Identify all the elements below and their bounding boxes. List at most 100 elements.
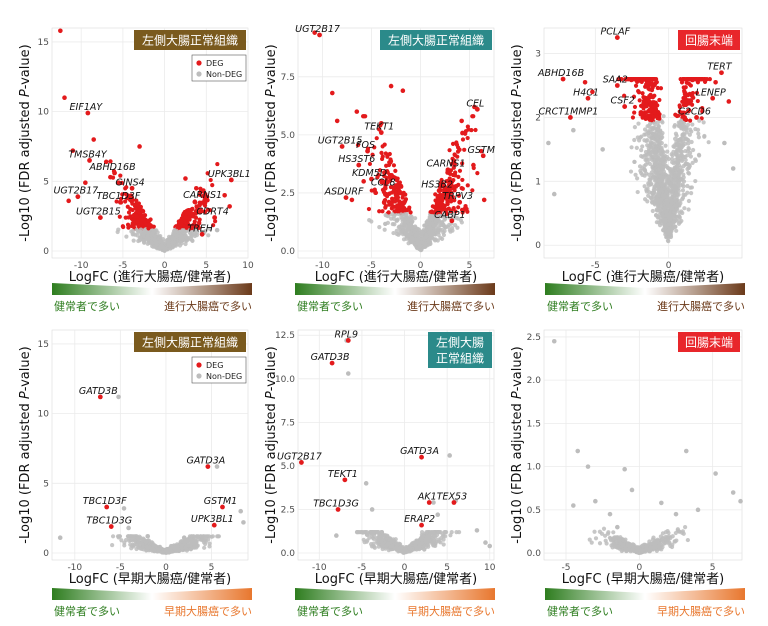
deg-point <box>451 165 456 170</box>
deg-point <box>131 218 136 223</box>
labeled-gene-point <box>614 83 620 88</box>
non-deg-point <box>146 230 151 235</box>
non-deg-point <box>207 534 212 539</box>
non-deg-point <box>650 125 655 130</box>
deg-point <box>430 204 435 209</box>
non-deg-point <box>650 191 655 197</box>
deg-point <box>456 205 461 210</box>
deg-point <box>652 82 657 88</box>
non-deg-point <box>686 141 691 146</box>
non-deg-point <box>130 534 136 539</box>
non-deg-point <box>422 223 428 228</box>
x-tick-label: -10 <box>67 563 82 573</box>
x-tick-label: -5 <box>357 563 366 573</box>
labeled-gene-point <box>205 464 211 470</box>
deg-point <box>334 118 340 124</box>
non-deg-point <box>638 135 643 140</box>
non-deg-point <box>392 222 397 227</box>
non-deg-point <box>674 187 680 192</box>
non-deg-point <box>136 540 141 545</box>
deg-point <box>372 145 377 150</box>
non-deg-point <box>430 236 435 241</box>
non-deg-point <box>571 127 576 133</box>
labeled-gene-point <box>129 185 135 191</box>
non-deg-point <box>687 132 692 137</box>
non-deg-point <box>400 228 406 233</box>
non-deg-point <box>110 534 116 539</box>
panel-top-left: -10 -5 0 5 10051015EIF1AYTMSB4YABHD16BGINS4T… <box>18 27 254 313</box>
non-deg-point <box>642 173 647 178</box>
deg-point <box>444 195 449 201</box>
y-tick-label: 15 <box>38 340 49 350</box>
y-tick-label: 0.0 <box>281 549 296 559</box>
non-deg-point <box>551 191 557 197</box>
non-deg-point <box>642 184 647 189</box>
non-deg-point <box>443 530 448 535</box>
non-deg-point <box>371 536 376 541</box>
non-deg-point <box>677 120 683 125</box>
gene-label: UGT2B17 <box>53 186 98 197</box>
legend-deg-label: DEG <box>206 59 223 68</box>
non-deg-point <box>160 244 166 249</box>
legend-nondeg-marker <box>196 71 202 77</box>
non-deg-point <box>681 175 686 180</box>
gene-label: UPK3BL1 <box>191 514 234 525</box>
gene-label: AK1 <box>417 492 437 503</box>
non-deg-point <box>683 125 689 130</box>
non-deg-point <box>122 543 127 548</box>
labeled-gene-point <box>202 198 208 204</box>
deg-point <box>383 205 388 210</box>
deg-point <box>392 199 398 204</box>
non-deg-point <box>126 525 131 531</box>
deg-point <box>208 177 213 183</box>
direction-gradient-bar <box>545 283 745 295</box>
deg-point <box>379 180 384 185</box>
non-deg-point <box>424 530 429 535</box>
deg-point <box>674 113 680 119</box>
non-deg-point <box>686 122 691 127</box>
y-tick-label: 12.5 <box>275 331 295 341</box>
labeled-gene-point <box>585 95 591 101</box>
non-deg-point <box>667 215 672 220</box>
non-deg-point <box>141 239 147 245</box>
non-deg-point <box>632 137 637 143</box>
gene-label: GATD3B <box>79 386 118 397</box>
non-deg-point <box>658 218 663 223</box>
non-deg-point <box>152 237 157 242</box>
non-deg-point <box>389 216 394 221</box>
non-deg-point <box>659 147 664 152</box>
y-tick-label: 1 <box>535 177 541 187</box>
non-deg-point <box>386 541 391 546</box>
deg-point <box>436 198 441 203</box>
deg-point <box>193 215 199 220</box>
non-deg-point <box>654 155 659 160</box>
deg-point <box>125 193 131 198</box>
deg-point <box>125 222 131 227</box>
deg-point <box>369 188 374 193</box>
deg-point <box>183 215 189 220</box>
gene-label: CCL8 <box>371 177 396 188</box>
non-deg-point <box>181 535 187 540</box>
deg-point <box>631 94 637 99</box>
deg-point <box>383 192 388 197</box>
non-deg-point <box>656 200 661 205</box>
deg-point <box>401 200 406 205</box>
non-deg-point <box>430 216 436 221</box>
direction-left-label: 健常者で多い <box>297 299 363 313</box>
deg-point <box>677 104 683 110</box>
gene-label: GATD3A <box>186 456 225 467</box>
non-deg-point <box>391 230 396 236</box>
non-deg-point <box>386 214 391 219</box>
x-tick-label: -10 <box>312 563 327 573</box>
labeled-gene-point <box>220 504 225 510</box>
non-deg-point <box>675 158 681 164</box>
gene-label: LENEP <box>696 87 726 98</box>
labeled-gene-point <box>710 95 716 101</box>
non-deg-point <box>657 131 662 136</box>
direction-right-label: 進行大腸癌で多い <box>657 299 745 313</box>
x-tick-label: -10 <box>315 261 330 271</box>
x-tick-label: 0 <box>666 261 672 271</box>
deg-point <box>439 177 444 183</box>
deg-point <box>202 203 208 208</box>
non-deg-point <box>439 220 444 225</box>
